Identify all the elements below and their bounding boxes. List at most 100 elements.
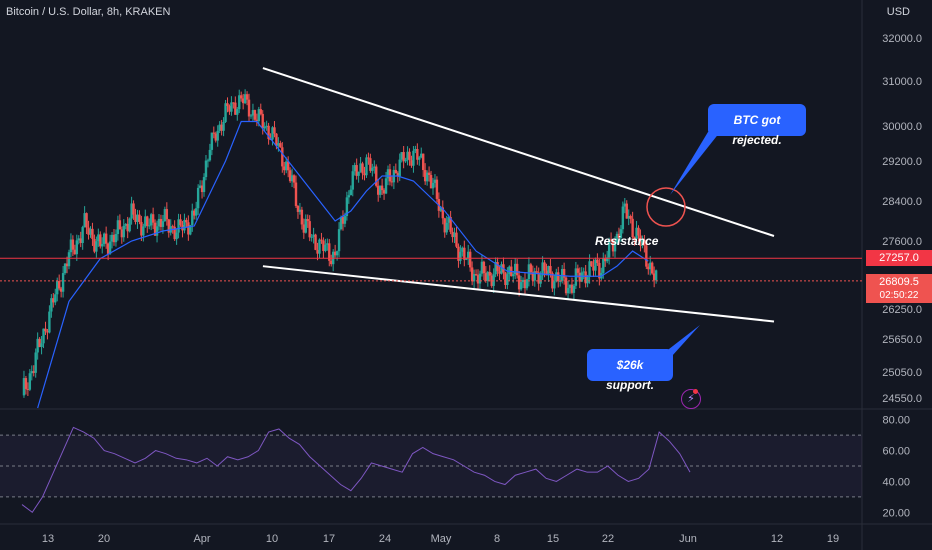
candle-body: [238, 95, 241, 110]
candle-body: [75, 240, 78, 255]
lightning-icon[interactable]: ⚡: [681, 389, 701, 409]
candle-body: [480, 261, 484, 274]
symbol-title: Bitcoin / U.S. Dollar, 8h, KRAKEN: [6, 6, 171, 18]
candle-body: [580, 272, 583, 282]
resistance-label: Resistance: [595, 234, 659, 248]
candle-body: [318, 239, 321, 254]
candle-body: [193, 210, 196, 216]
candle-body: [255, 119, 259, 122]
candle-body: [476, 275, 480, 284]
candle-body: [351, 171, 354, 190]
candle-body: [279, 143, 282, 148]
candle-body: [576, 268, 580, 273]
candle-body: [449, 217, 452, 232]
candle-body: [474, 274, 478, 276]
candle-body: [56, 281, 59, 295]
time-tick-label: 22: [602, 533, 614, 545]
candle-body: [149, 214, 153, 226]
candle-body: [463, 247, 466, 260]
candle-body: [490, 275, 493, 286]
candle-body: [46, 331, 49, 333]
candle-body: [382, 190, 386, 194]
time-tick-label: 20: [98, 533, 110, 545]
candle-body: [126, 223, 129, 232]
candle-body: [643, 239, 646, 246]
candle-body: [486, 271, 489, 281]
candle-body: [220, 124, 223, 131]
candle-body: [435, 179, 439, 199]
candle-body: [261, 113, 264, 129]
candle-body: [633, 237, 636, 239]
candle-body: [594, 259, 597, 271]
candle-body: [641, 239, 644, 246]
candle-body: [559, 280, 562, 282]
candle-body: [116, 220, 120, 235]
candle-body: [85, 213, 88, 228]
candle-body: [398, 159, 401, 177]
candle-body: [461, 247, 464, 252]
candle-body: [380, 185, 384, 191]
candle-body: [151, 214, 155, 223]
candle-body: [500, 264, 503, 274]
candle-body: [134, 214, 137, 222]
candle-body: [514, 263, 517, 275]
candle-body: [420, 153, 423, 158]
notification-dot: [693, 389, 698, 394]
moving-average-line: [37, 120, 649, 409]
candle-body: [637, 227, 640, 236]
countdown-tag: 02:50:22: [866, 289, 932, 303]
candle-body: [635, 227, 638, 239]
candle-body: [32, 371, 35, 373]
candle-body: [598, 262, 601, 279]
candle-body: [482, 261, 486, 274]
candle-body: [537, 272, 540, 284]
candle-body: [333, 251, 337, 256]
candle-body: [87, 227, 90, 235]
candle-body: [414, 148, 417, 151]
candle-body: [470, 267, 474, 282]
candle-body: [130, 203, 133, 219]
candle-body: [44, 328, 47, 332]
candle-body: [549, 266, 552, 274]
candle-body: [375, 166, 378, 186]
candle-body: [50, 298, 53, 312]
candle-body: [484, 273, 488, 281]
candle-body: [345, 197, 349, 217]
support-callout[interactable]: $26k support.: [587, 349, 673, 392]
candle-body: [465, 258, 468, 260]
candle-body: [290, 175, 294, 182]
candle-body: [81, 227, 84, 243]
candle-body: [363, 173, 366, 176]
candle-body: [63, 263, 67, 274]
candle-body: [339, 216, 343, 230]
candle-body: [494, 262, 497, 275]
candle-body: [171, 226, 174, 228]
candle-body: [300, 209, 304, 225]
candle-body: [439, 207, 443, 211]
candle-body: [639, 235, 642, 246]
candle-body: [200, 185, 204, 193]
candle-body: [609, 239, 613, 241]
candle-body: [240, 95, 243, 99]
candle-body: [584, 271, 587, 284]
candle-body: [607, 239, 611, 258]
rejected-callout[interactable]: BTC got rejected.: [708, 104, 806, 147]
candle-body: [602, 258, 605, 273]
candle-body: [308, 221, 311, 238]
candle-body: [388, 169, 392, 182]
candle-body: [36, 338, 39, 353]
candle-body: [165, 209, 169, 220]
axes: 32000.0 31000.0 30000.0 29200.0 28400.0 27600…: [42, 33, 922, 545]
candle-body: [649, 262, 652, 270]
candle-body: [136, 214, 139, 222]
candle-body: [404, 159, 407, 162]
candle-body: [122, 225, 125, 238]
candle-body: [304, 219, 307, 233]
time-tick-label: 19: [827, 533, 839, 545]
rejection-circle: [646, 187, 686, 227]
candle-body: [234, 102, 237, 115]
candle-body: [613, 243, 617, 252]
candle-body: [365, 157, 368, 176]
candle-body: [257, 109, 261, 122]
